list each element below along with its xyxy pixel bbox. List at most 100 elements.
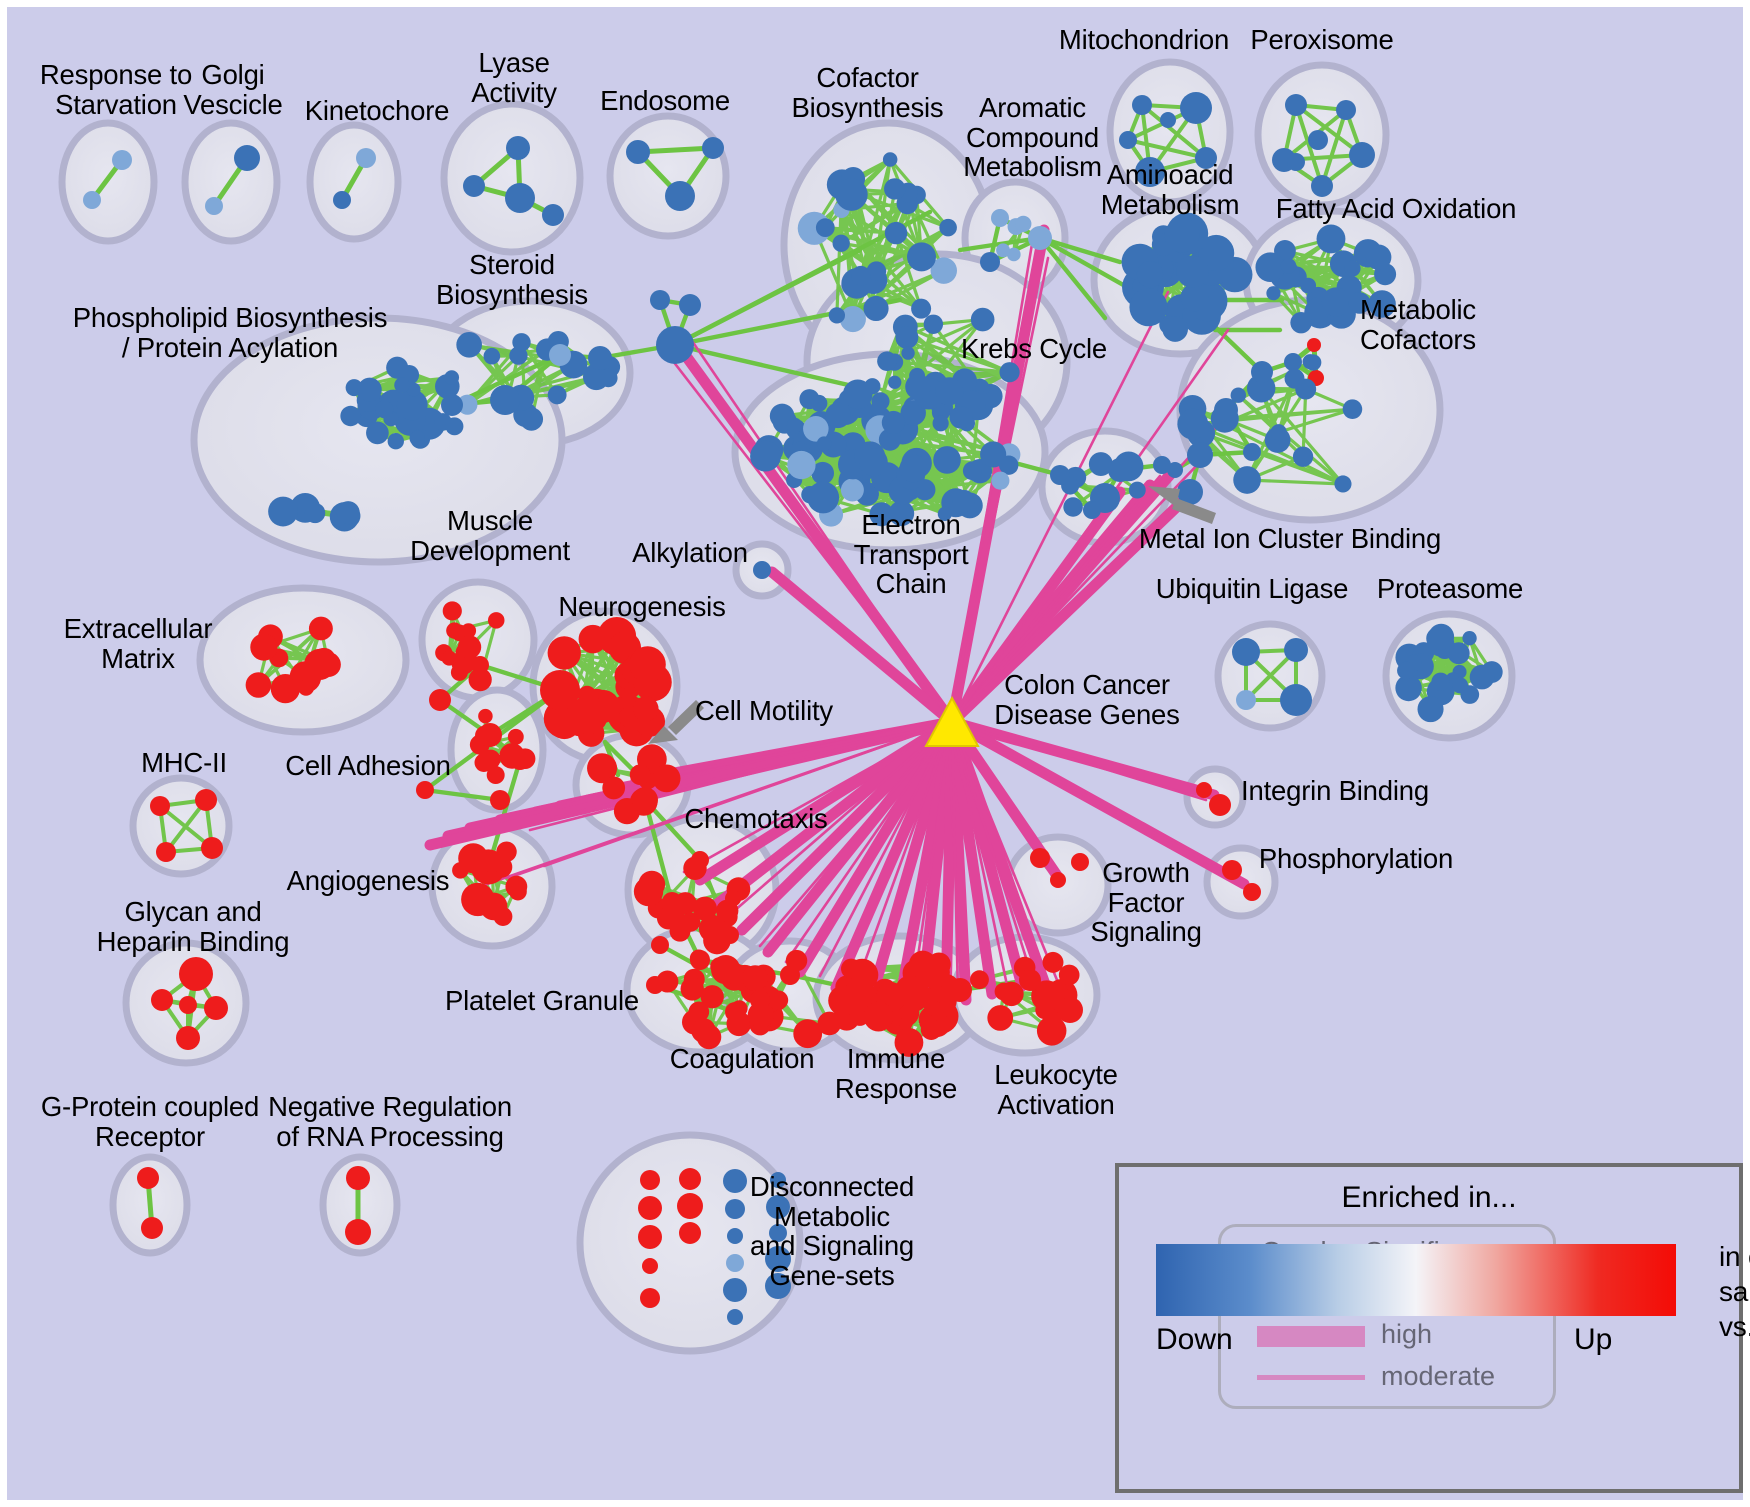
disconnected-node [723,1169,747,1193]
gene-set-node [387,433,404,450]
disconnected-node [638,1225,662,1249]
gene-set-node [204,996,228,1020]
gene-set-node [702,137,724,159]
gene-set-node [179,996,197,1014]
gene-set-node [396,389,428,421]
gene-set-node [1321,287,1351,317]
gene-set-node [832,234,850,252]
gene-set-node [201,837,223,859]
gene-set-node [394,377,410,393]
gene-set-node [1311,175,1333,197]
gene-set-node [688,1001,710,1023]
disconnected-node [677,1193,703,1219]
gene-set-node [1365,244,1392,271]
connector-node [721,926,739,944]
gene-set-node [884,221,908,245]
disconnected-node [642,1258,658,1274]
gene-set-node [336,501,360,525]
gene-set-node [786,417,803,434]
gene-set-node [375,400,394,419]
gene-set-node [987,1005,1014,1031]
bubble-endosome [606,112,730,240]
gene-set-node [933,446,961,474]
label-cofactor-biosynthesis: Cofactor Biosynthesis [791,62,944,123]
hub-node[interactable] [924,695,980,747]
gene-set-node [1180,92,1212,124]
gene-set-node [839,305,866,333]
label-alkylation: Alkylation [632,537,748,568]
gene-set-node [815,218,835,238]
gene-set-node [1180,283,1209,312]
gene-set-node [932,415,949,432]
gene-set-node [478,708,493,724]
enrichment-legend-title: Enriched in... [1341,1181,1517,1214]
label-response-to-starvation: Response to Starvation [39,59,193,120]
gene-set-node [346,1166,370,1190]
enrichment-up-label: Up [1574,1323,1613,1356]
gene-set-node [587,753,618,784]
gene-set-node [1462,631,1477,646]
disconnected-node [770,1172,786,1188]
disconnected-node [765,1246,791,1272]
gene-set-node [1136,260,1164,288]
gene-set-node [1266,286,1281,301]
gene-set-node [1195,147,1217,169]
gene-set-node [83,191,101,209]
gene-set-node [1015,215,1032,233]
gene-set-node [1177,408,1209,440]
gene-set-node [1198,234,1235,272]
disconnected-node [726,1254,744,1272]
gene-set-node [680,912,701,932]
gene-set-node [1132,95,1152,115]
gene-set-node [1243,883,1261,901]
gene-set-node [901,346,915,360]
disconnected-node [679,1168,701,1190]
connector-node [725,1002,745,1022]
gene-set-node [825,402,851,429]
connector-node [632,787,658,813]
gene-set-node [923,314,944,334]
gene-set-node [870,400,886,415]
gene-set-node [633,696,659,722]
gene-set-node [1307,338,1321,352]
gene-set-node [1417,696,1444,723]
gene-set-node [141,1217,163,1239]
enrichment-color-gradient [1156,1244,1676,1316]
label-g-protein-coupled-receptor: G-Protein coupled Receptor [40,1091,260,1152]
gene-set-node [1469,664,1495,690]
label-negative-regulation-rna: Negative Regulation of RNA Processing [268,1091,512,1152]
gene-set-node [970,970,989,990]
gene-set-node [917,955,950,989]
gene-set-node [480,749,501,770]
gene-set-node [769,990,789,1010]
gene-set-nodes [83,92,1503,1325]
gene-set-node [895,975,925,1006]
gene-set-node [747,1001,775,1029]
disconnected-node [640,1170,660,1190]
label-glycan-heparin-binding: Glycan and Heparin Binding [96,896,290,957]
gene-set-node [195,789,217,811]
gene-set-node [512,333,531,352]
gene-set-node [1284,353,1302,371]
label-endosome: Endosome [600,85,730,116]
gene-set-node [882,152,898,167]
gene-set-node [803,416,829,442]
gene-set-node [451,624,468,642]
connector-node [1028,226,1052,250]
connector-node [1167,462,1183,478]
gene-set-node [176,1026,200,1050]
connector-node [1019,969,1041,991]
gene-set-node [457,635,482,659]
gene-set-node [1119,131,1137,149]
gene-set-node [991,471,1010,490]
gene-set-node [505,875,528,898]
gene-set-node [878,428,901,451]
gene-set-node [1349,142,1375,168]
gene-set-node [542,204,564,226]
connector-node [1057,997,1083,1023]
gene-set-node [877,351,897,371]
gene-set-node [742,965,768,991]
connector-node [540,670,580,710]
disconnected-node [766,1195,790,1219]
gene-set-node [340,405,361,427]
